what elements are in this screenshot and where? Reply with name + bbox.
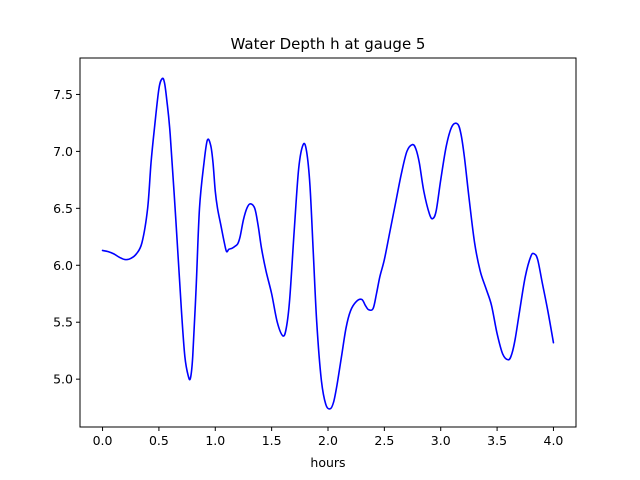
series-group <box>101 77 555 410</box>
y-tick-label: 5.0 <box>53 372 73 387</box>
x-axis: 0.0 0.5 1.0 1.5 2.0 2.5 3.0 3.5 4.0 <box>93 427 564 448</box>
x-tick-label: 1.0 <box>205 433 225 448</box>
x-tick-label: 3.5 <box>487 433 507 448</box>
chart-title: Water Depth h at gauge 5 <box>231 35 426 53</box>
series-line-0 <box>101 77 555 410</box>
x-tick-label: 1.5 <box>262 433 282 448</box>
plot-area <box>80 58 576 427</box>
y-tick-label: 5.5 <box>53 315 73 330</box>
x-tick-label: 2.0 <box>318 433 338 448</box>
x-tick-label: 4.0 <box>544 433 564 448</box>
y-axis: 5.0 5.5 6.0 6.5 7.0 7.5 <box>53 87 80 387</box>
y-tick-label: 7.0 <box>53 144 73 159</box>
y-tick-label: 6.5 <box>53 201 73 216</box>
x-tick-label: 0.0 <box>93 433 113 448</box>
y-tick-label: 7.5 <box>53 87 73 102</box>
x-tick-label: 2.5 <box>374 433 394 448</box>
y-tick-label: 6.0 <box>53 258 73 273</box>
plot-frame <box>79 57 577 428</box>
x-tick-label: 3.0 <box>431 433 451 448</box>
x-axis-label: hours <box>310 455 345 470</box>
x-tick-label: 0.5 <box>149 433 169 448</box>
